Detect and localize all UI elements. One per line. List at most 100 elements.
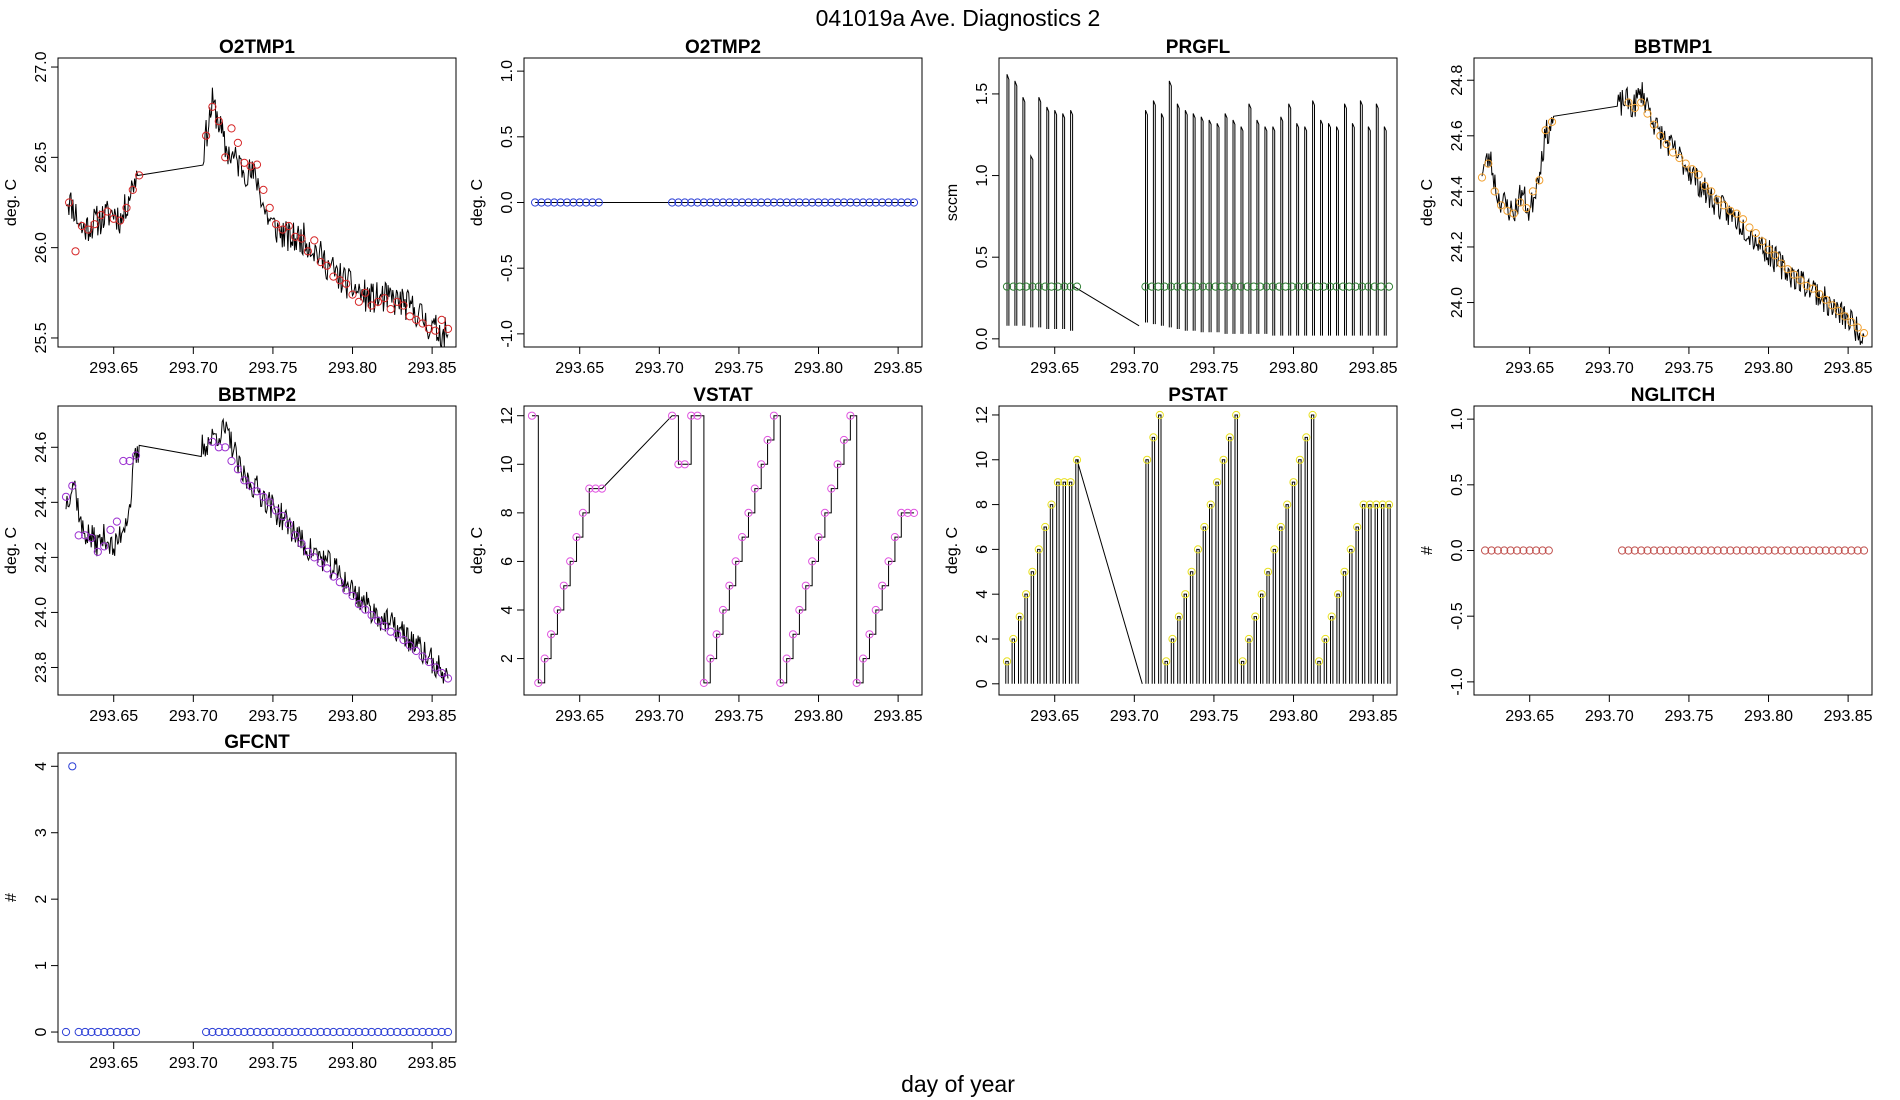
- data-point: [1281, 282, 1290, 291]
- data-point: [240, 158, 249, 167]
- data-point: [1834, 546, 1843, 555]
- data-point: [1332, 282, 1341, 291]
- data-point: [348, 290, 357, 299]
- data-point: [680, 460, 689, 469]
- data-point: [1181, 590, 1190, 599]
- x-tick-label: 293.80: [328, 360, 377, 377]
- data-trace: [1481, 82, 1865, 345]
- plot-area: [1006, 74, 1387, 336]
- x-tick-label: 293.85: [1349, 360, 1398, 377]
- data-point: [852, 198, 861, 207]
- data-point: [865, 630, 874, 639]
- plot-area: [65, 417, 449, 684]
- data-point: [367, 1027, 376, 1037]
- plot-frame: [998, 57, 1398, 348]
- y-tick-label: 24.8: [1449, 65, 1466, 96]
- data-point: [1327, 612, 1336, 621]
- data-point: [61, 1027, 71, 1037]
- data-point: [1630, 546, 1639, 555]
- plot-frame: [57, 57, 457, 348]
- data-point: [1700, 546, 1709, 555]
- data-point: [1225, 433, 1234, 442]
- panel-prgfl: PRGFL 293.65 293.70 293.75 293.80 293.85 0.0 0.…: [944, 37, 1398, 377]
- data-point: [1294, 282, 1303, 291]
- data-point: [1334, 590, 1343, 599]
- data-point: [1541, 126, 1550, 135]
- data-point: [208, 1027, 217, 1037]
- data-point: [820, 198, 830, 207]
- x-tick-label: 293.70: [635, 360, 684, 377]
- data-point: [1544, 546, 1553, 555]
- plot-frame: [57, 752, 457, 1043]
- data-point: [890, 533, 900, 542]
- data-point: [725, 581, 734, 590]
- data-point: [424, 657, 433, 667]
- data-point: [1828, 546, 1837, 555]
- data-point: [354, 600, 363, 609]
- data-point: [265, 203, 274, 212]
- data-point: [1257, 590, 1266, 599]
- data-point: [71, 247, 80, 256]
- y-tick-label: 12: [974, 406, 991, 424]
- x-tick-label: 293.75: [248, 708, 297, 725]
- data-point: [265, 1027, 274, 1037]
- data-point: [1796, 546, 1805, 555]
- data-point: [329, 272, 338, 281]
- y-tick-label: 0: [974, 679, 991, 688]
- data-point: [763, 198, 772, 207]
- data-point: [310, 236, 319, 245]
- data-point: [1528, 187, 1538, 196]
- data-point: [227, 1027, 236, 1037]
- panel-title: VSTAT: [693, 385, 753, 406]
- data-point: [782, 654, 791, 663]
- data-point: [335, 1027, 344, 1037]
- data-point: [1532, 546, 1541, 555]
- data-point: [1525, 546, 1534, 555]
- data-point: [1238, 657, 1247, 666]
- data-point: [265, 498, 274, 507]
- data-point: [361, 288, 370, 297]
- data-point: [1477, 173, 1487, 182]
- data-point: [769, 411, 779, 420]
- data-point: [354, 297, 363, 306]
- data-point: [424, 1027, 433, 1037]
- data-point: [329, 572, 338, 581]
- y-tick-label: 0.5: [974, 246, 991, 268]
- data-point: [431, 1027, 440, 1037]
- data-point: [297, 1027, 306, 1037]
- x-tick-label: 293.85: [1349, 708, 1398, 725]
- y-tick-label: 26.5: [33, 142, 50, 173]
- data-point: [125, 1027, 134, 1037]
- data-point: [386, 305, 395, 314]
- data-point: [585, 484, 594, 493]
- panel-vstat: VSTAT 293.65 293.70 293.75 293.80 293.85 2 4 6 8 1…: [469, 385, 923, 725]
- data-point: [202, 1027, 211, 1037]
- data-point: [1688, 165, 1697, 174]
- data-point: [718, 198, 728, 207]
- x-tick-label: 293.70: [169, 360, 218, 377]
- panel-gfcnt: GFCNT 293.65 293.70 293.75 293.80 293.85 0 1 2 3 4…: [3, 732, 457, 1072]
- data-point: [1319, 282, 1328, 291]
- y-tick-label: 6: [499, 557, 516, 566]
- data-point: [594, 198, 603, 207]
- data-point: [412, 1027, 421, 1037]
- data-point: [1516, 198, 1525, 207]
- data-point: [668, 411, 677, 420]
- data-point: [284, 221, 293, 231]
- data-point: [399, 1027, 408, 1037]
- data-point: [1719, 201, 1729, 210]
- data-point: [1815, 546, 1824, 555]
- y-tick-label: 4: [499, 605, 516, 614]
- data-point: [814, 533, 823, 542]
- data-point: [795, 198, 804, 207]
- data-point: [1535, 176, 1544, 185]
- data-point: [1707, 187, 1716, 196]
- y-tick-label: 0.0: [974, 328, 991, 350]
- data-point: [776, 678, 785, 688]
- data-point: [763, 435, 772, 445]
- y-tick-label: -1.0: [499, 320, 516, 348]
- data-point: [674, 198, 683, 207]
- data-point: [1509, 209, 1518, 218]
- data-point: [1758, 237, 1767, 246]
- data-point: [393, 1027, 402, 1037]
